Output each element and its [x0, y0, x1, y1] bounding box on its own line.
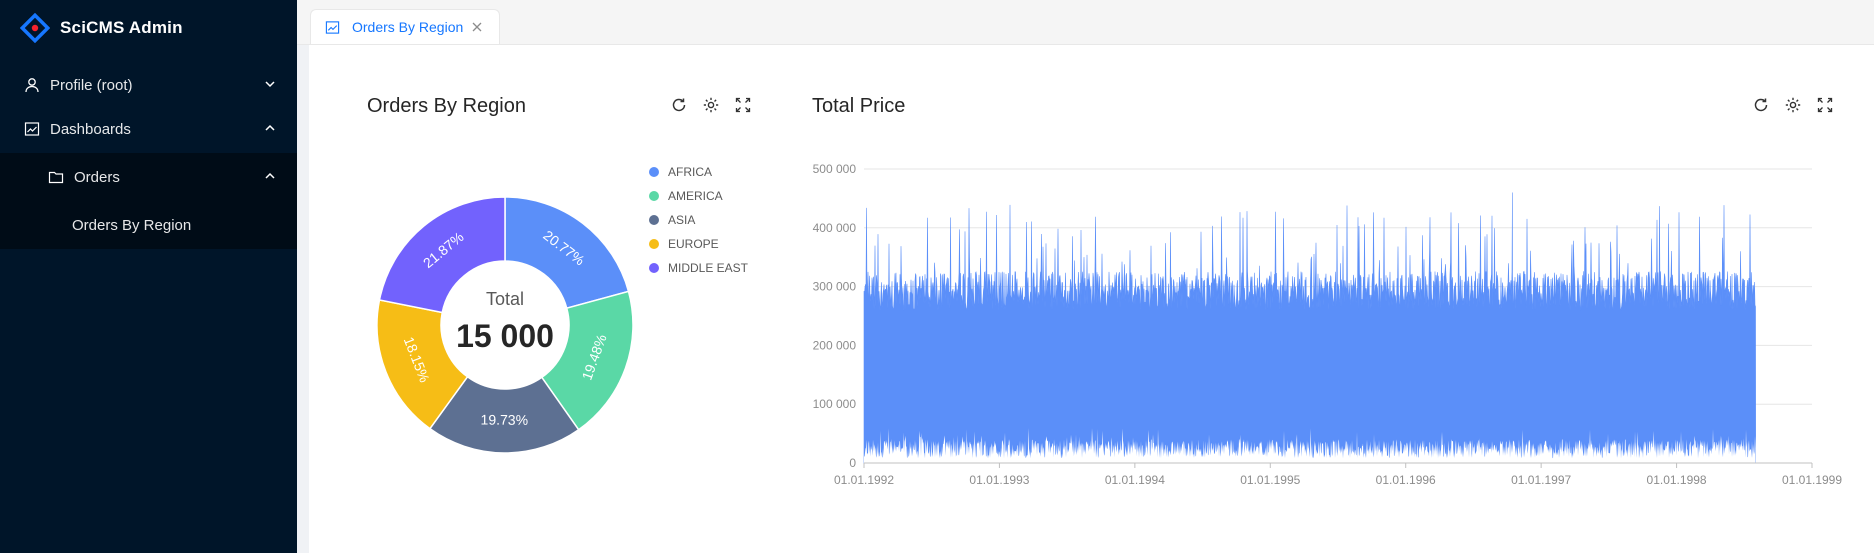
reload-icon[interactable]	[1752, 96, 1770, 114]
pie-slice-asia[interactable]	[428, 375, 580, 454]
x-tick-label: 01.01.1994	[1105, 473, 1165, 487]
pie-slice-label: 19.73%	[481, 412, 529, 428]
x-tick-label: 01.01.1997	[1511, 473, 1571, 487]
chart-legend: AFRICA AMERICA ASIA EUROPE MIDDLE EAST	[649, 160, 748, 280]
x-tick-label: 01.01.1995	[1240, 473, 1300, 487]
legend-marker	[649, 215, 659, 225]
legend-label: ASIA	[668, 213, 696, 227]
logo-icon	[20, 13, 50, 43]
panel-toolbar-left	[670, 96, 752, 114]
sidebar-item-orders[interactable]: Orders	[0, 155, 297, 199]
sidebar-item-label: Profile (root)	[50, 76, 133, 94]
folder-icon	[48, 169, 64, 185]
donut-center-value: 15 000	[456, 318, 554, 354]
chevron-down-icon	[263, 77, 277, 91]
y-tick-label: 300 000	[813, 280, 857, 294]
legend-label: AFRICA	[668, 165, 713, 179]
gear-icon[interactable]	[1784, 96, 1802, 114]
chevron-up-icon	[263, 169, 277, 183]
donut-center-label: Total	[486, 289, 524, 309]
x-tick-label: 01.01.1996	[1376, 473, 1436, 487]
legend-label: EUROPE	[668, 237, 719, 251]
line-chart-icon	[325, 20, 340, 35]
legend-marker	[649, 239, 659, 249]
legend-item[interactable]: AFRICA	[649, 160, 748, 184]
legend-marker	[649, 167, 659, 177]
x-tick-label: 01.01.1999	[1782, 473, 1842, 487]
sidebar-item-profile[interactable]: Profile (root)	[0, 63, 297, 107]
legend-item[interactable]: MIDDLE EAST	[649, 256, 748, 280]
y-tick-label: 200 000	[813, 338, 857, 352]
y-tick-label: 500 000	[813, 162, 857, 176]
pie-slice-america[interactable]	[540, 290, 634, 431]
tab-label: Orders By Region	[352, 19, 464, 35]
sidebar-item-label: Orders	[74, 168, 120, 186]
tab-bar: Orders By Region	[297, 0, 1874, 45]
x-tick-label: 01.01.1998	[1647, 473, 1707, 487]
pie-slice-europe[interactable]	[376, 299, 469, 430]
legend-item[interactable]: AMERICA	[649, 184, 748, 208]
legend-label: MIDDLE EAST	[668, 261, 749, 275]
y-tick-label: 400 000	[813, 221, 857, 235]
legend-label: AMERICA	[668, 189, 723, 203]
tab-orders-by-region[interactable]: Orders By Region	[310, 9, 500, 44]
x-tick-label: 01.01.1992	[834, 473, 894, 487]
fullscreen-icon[interactable]	[734, 96, 752, 114]
legend-item[interactable]: EUROPE	[649, 232, 748, 256]
area-series-low-gap	[864, 427, 1756, 463]
user-icon	[24, 77, 40, 93]
panel-title-total-price: Total Price	[812, 95, 906, 117]
sidebar-item-orders-by-region[interactable]: Orders By Region	[0, 203, 297, 247]
sidebar-item-dashboards[interactable]: Dashboards	[0, 107, 297, 151]
pie-slice-africa[interactable]	[504, 196, 630, 310]
y-tick-label: 100 000	[813, 397, 857, 411]
gear-icon[interactable]	[702, 96, 720, 114]
submenu-background	[0, 153, 297, 249]
sidebar-item-label: Orders By Region	[72, 216, 192, 234]
y-tick-label: 0	[849, 456, 856, 470]
app-name: SciCMS Admin	[60, 18, 183, 37]
close-icon[interactable]	[471, 21, 483, 33]
chevron-up-icon	[263, 121, 277, 135]
legend-marker	[649, 263, 659, 273]
app-logo[interactable]: SciCMS Admin	[20, 12, 183, 44]
legend-marker	[649, 191, 659, 201]
line-chart-icon	[24, 121, 40, 137]
fullscreen-icon[interactable]	[1816, 96, 1834, 114]
area-series[interactable]	[863, 192, 1756, 464]
x-tick-label: 01.01.1993	[969, 473, 1029, 487]
sidebar-item-label: Dashboards	[50, 120, 131, 138]
total-price-area-chart: 0 100 000 200 000 300 000 400 000 500 000 01.0…	[813, 162, 1843, 487]
pie-slice-middle-east[interactable]	[378, 196, 506, 314]
panel-toolbar-right	[1752, 96, 1834, 114]
panel-title-orders-by-region: Orders By Region	[367, 95, 526, 117]
reload-icon[interactable]	[670, 96, 688, 114]
sidebar: SciCMS Admin Profile (root) Dashboards O…	[0, 0, 297, 553]
legend-item[interactable]: ASIA	[649, 208, 748, 232]
